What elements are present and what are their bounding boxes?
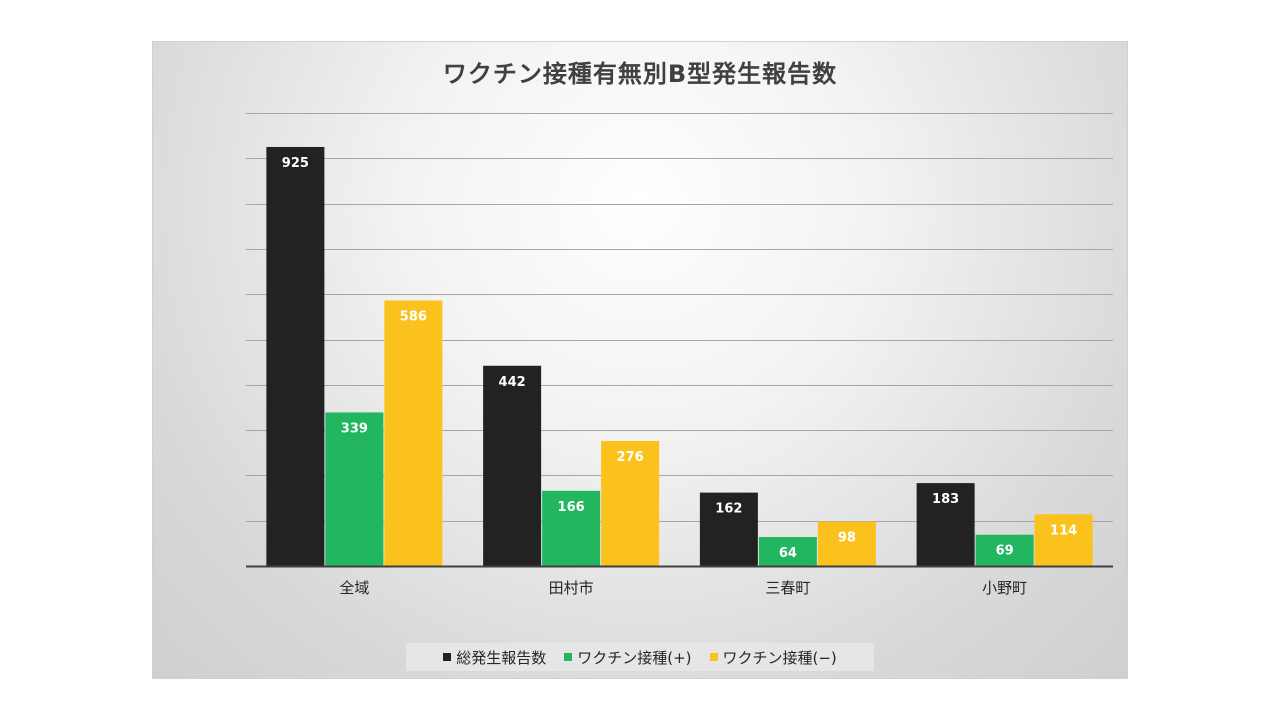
legend-label-vaccinated: ワクチン接種(+) xyxy=(577,648,692,667)
data-label: 64 xyxy=(779,546,797,561)
bar-unvaccinated xyxy=(384,300,443,566)
chart-title: ワクチン接種有無別B型発生報告数 xyxy=(442,60,838,88)
bar-total xyxy=(916,483,975,566)
legend-swatch-unvaccinated xyxy=(709,653,718,661)
x-axis: 全域 田村市 三春町 小野町 xyxy=(246,565,1113,597)
data-label: 442 xyxy=(499,375,526,390)
legend-label-unvaccinated: ワクチン接種(−) xyxy=(722,648,837,667)
bar-unvaccinated xyxy=(601,440,660,566)
data-label: 162 xyxy=(715,502,742,517)
x-tick-label: 田村市 xyxy=(549,579,594,597)
legend-item-unvaccinated: ワクチン接種(−) xyxy=(709,647,837,668)
data-label: 114 xyxy=(1050,523,1077,538)
data-label: 276 xyxy=(617,450,644,465)
data-label: 166 xyxy=(558,500,585,515)
bars xyxy=(266,146,1093,566)
data-label: 183 xyxy=(932,492,959,507)
x-tick-label: 小野町 xyxy=(982,579,1027,597)
bar-total xyxy=(483,365,542,566)
bar-unvaccinated xyxy=(817,521,876,566)
data-label: 925 xyxy=(282,156,309,171)
bar-vaccinated xyxy=(758,537,817,566)
data-labels: 925 339 586 442 166 276 162 64 98 183 69 114 xyxy=(282,156,1077,561)
bar-total xyxy=(266,146,325,566)
legend: 総発生報告数 ワクチン接種(+) ワクチン接種(−) xyxy=(406,643,874,671)
legend-item-total: 総発生報告数 xyxy=(443,647,546,668)
legend-label-total: 総発生報告数 xyxy=(456,648,547,667)
x-tick-label: 全域 xyxy=(339,579,369,597)
data-label: 339 xyxy=(341,421,368,436)
legend-swatch-total xyxy=(443,653,452,661)
gridlines xyxy=(246,113,1113,522)
x-tick-label: 三春町 xyxy=(765,579,810,597)
bar-total xyxy=(699,492,758,566)
data-label: 586 xyxy=(400,310,427,325)
bar-unvaccinated xyxy=(1034,514,1093,566)
legend-swatch-vaccinated xyxy=(564,653,573,661)
bar-vaccinated xyxy=(542,490,601,566)
bar-vaccinated xyxy=(975,534,1034,566)
data-label: 98 xyxy=(838,531,856,546)
legend-item-vaccinated: ワクチン接種(+) xyxy=(564,647,692,668)
data-label: 69 xyxy=(996,544,1014,559)
bar-vaccinated xyxy=(325,412,384,566)
